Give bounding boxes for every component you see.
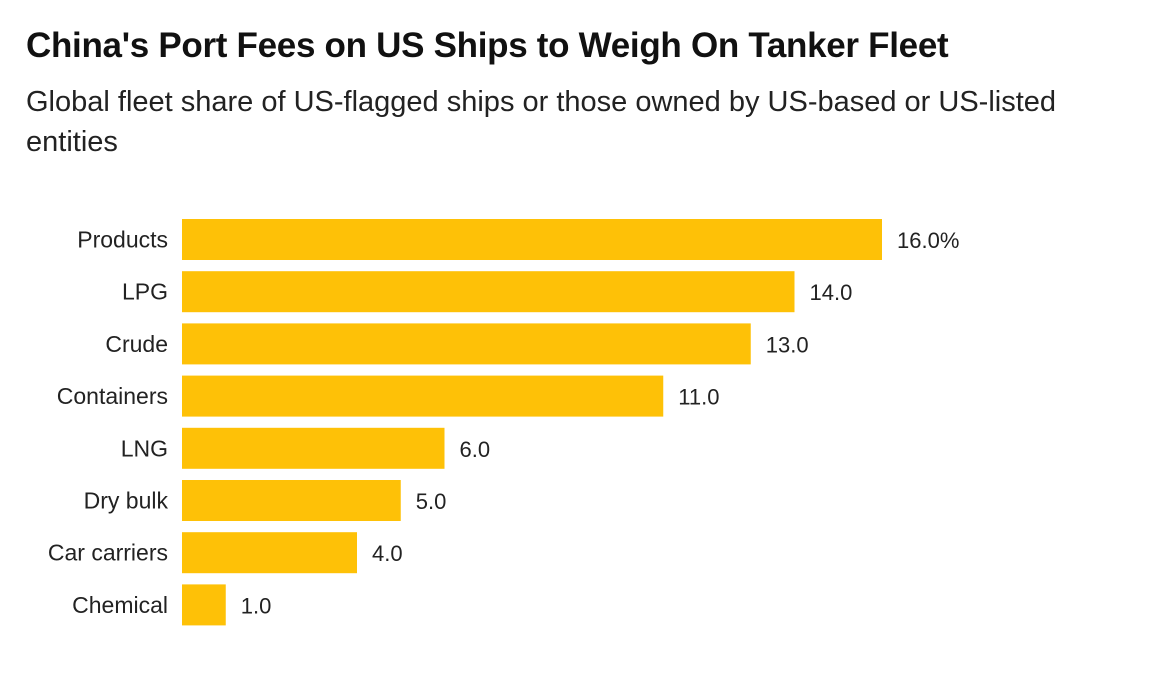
bar-lng <box>182 427 445 469</box>
value-label: 11.0 <box>678 385 719 410</box>
category-label: Products <box>77 227 168 253</box>
bar-chemical <box>182 584 226 626</box>
bar-lpg <box>182 271 795 313</box>
bar-containers <box>182 375 664 417</box>
value-label: 1.0 <box>241 593 272 618</box>
value-label: 16.0% <box>897 228 959 253</box>
chart-title: China's Port Fees on US Ships to Weigh O… <box>26 26 949 65</box>
category-label: Car carriers <box>48 540 168 566</box>
bar-crude <box>182 323 751 365</box>
value-label: 4.0 <box>372 541 403 566</box>
bar-products <box>182 219 882 260</box>
category-label: LNG <box>121 435 168 461</box>
category-label: Chemical <box>72 592 168 618</box>
bar-chart: Products 16.0% LPG 14.0 Crude 13.0 Containers 1… <box>48 219 959 626</box>
value-label: 14.0 <box>810 280 853 305</box>
chart-subtitle: Global fleet share of US-flagged ships o… <box>26 86 1057 158</box>
value-label: 6.0 <box>460 437 491 462</box>
category-label: LPG <box>122 279 168 305</box>
category-label: Containers <box>57 383 168 409</box>
category-label: Crude <box>105 331 168 357</box>
bar-dry-bulk <box>182 480 401 521</box>
category-label: Dry bulk <box>84 488 169 514</box>
value-label: 13.0 <box>766 332 809 357</box>
bar-car-carriers <box>182 532 357 574</box>
value-label: 5.0 <box>416 489 447 514</box>
